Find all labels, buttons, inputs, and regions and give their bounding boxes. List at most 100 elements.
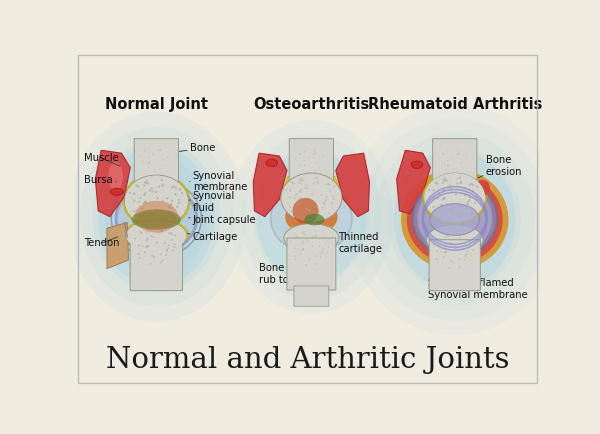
Circle shape	[476, 186, 478, 187]
Circle shape	[443, 180, 446, 181]
Circle shape	[151, 191, 154, 192]
Circle shape	[443, 197, 445, 199]
Ellipse shape	[125, 176, 188, 227]
Circle shape	[448, 165, 449, 166]
Circle shape	[171, 233, 173, 235]
Circle shape	[449, 184, 451, 186]
Circle shape	[445, 236, 446, 237]
Circle shape	[167, 210, 169, 213]
Circle shape	[467, 203, 469, 204]
Circle shape	[460, 182, 462, 184]
Circle shape	[308, 240, 309, 241]
Circle shape	[168, 244, 170, 246]
Circle shape	[467, 203, 469, 204]
Circle shape	[145, 201, 146, 203]
Circle shape	[320, 256, 321, 258]
Circle shape	[174, 217, 176, 219]
Circle shape	[444, 252, 445, 254]
Circle shape	[149, 190, 151, 191]
Circle shape	[159, 145, 160, 147]
Circle shape	[167, 247, 169, 249]
Circle shape	[151, 177, 152, 178]
Circle shape	[291, 181, 293, 184]
Circle shape	[146, 228, 148, 230]
Circle shape	[459, 177, 461, 179]
Circle shape	[299, 198, 301, 200]
Text: Swollen inflamed
Synovial membrane: Swollen inflamed Synovial membrane	[428, 264, 527, 300]
Ellipse shape	[374, 133, 535, 306]
Circle shape	[154, 256, 155, 258]
Circle shape	[304, 151, 305, 152]
Text: Joint capsule: Joint capsule	[189, 215, 256, 225]
Circle shape	[317, 162, 319, 163]
Circle shape	[171, 200, 173, 202]
Circle shape	[143, 194, 145, 196]
Ellipse shape	[411, 161, 423, 168]
Circle shape	[161, 231, 162, 233]
Circle shape	[471, 183, 473, 185]
Circle shape	[138, 201, 140, 203]
Circle shape	[472, 191, 474, 192]
Circle shape	[144, 149, 145, 151]
Circle shape	[296, 236, 298, 237]
Circle shape	[169, 204, 171, 207]
Circle shape	[447, 217, 449, 218]
Circle shape	[157, 210, 158, 211]
Circle shape	[458, 154, 459, 155]
Circle shape	[316, 206, 318, 208]
Circle shape	[145, 247, 147, 248]
Circle shape	[154, 171, 155, 172]
Circle shape	[311, 194, 314, 195]
Ellipse shape	[134, 201, 178, 233]
Circle shape	[138, 253, 139, 255]
Circle shape	[472, 213, 473, 214]
Circle shape	[436, 183, 438, 185]
Ellipse shape	[475, 180, 490, 196]
Circle shape	[149, 162, 151, 163]
Circle shape	[169, 207, 171, 208]
Circle shape	[162, 184, 164, 185]
Circle shape	[465, 254, 466, 256]
Circle shape	[147, 182, 149, 184]
Circle shape	[142, 207, 143, 210]
Circle shape	[171, 239, 172, 240]
Circle shape	[295, 235, 297, 237]
Circle shape	[446, 180, 448, 182]
Circle shape	[178, 202, 180, 204]
Ellipse shape	[253, 148, 370, 286]
Circle shape	[140, 197, 142, 199]
Circle shape	[175, 235, 176, 236]
Circle shape	[142, 245, 143, 247]
Circle shape	[434, 181, 437, 184]
Circle shape	[448, 187, 449, 188]
Ellipse shape	[284, 224, 339, 253]
Circle shape	[161, 210, 163, 212]
Circle shape	[472, 213, 473, 214]
Circle shape	[303, 231, 305, 233]
Circle shape	[163, 217, 165, 219]
Circle shape	[469, 199, 470, 201]
Circle shape	[164, 164, 165, 166]
Circle shape	[164, 242, 166, 244]
Circle shape	[142, 245, 143, 247]
Ellipse shape	[388, 148, 521, 292]
Circle shape	[458, 152, 459, 154]
Circle shape	[167, 210, 169, 213]
Ellipse shape	[123, 174, 190, 229]
Ellipse shape	[105, 157, 208, 277]
Circle shape	[469, 196, 471, 198]
Circle shape	[313, 154, 314, 155]
Circle shape	[178, 199, 180, 201]
Circle shape	[455, 194, 457, 195]
Circle shape	[170, 203, 173, 205]
Circle shape	[138, 244, 140, 246]
Circle shape	[443, 198, 445, 200]
Circle shape	[333, 186, 335, 187]
Circle shape	[145, 201, 146, 203]
Circle shape	[138, 244, 140, 246]
Text: Bone ends
rub together: Bone ends rub together	[259, 251, 322, 285]
Circle shape	[161, 230, 163, 232]
Circle shape	[442, 182, 444, 184]
Circle shape	[463, 248, 464, 250]
Circle shape	[472, 250, 473, 251]
